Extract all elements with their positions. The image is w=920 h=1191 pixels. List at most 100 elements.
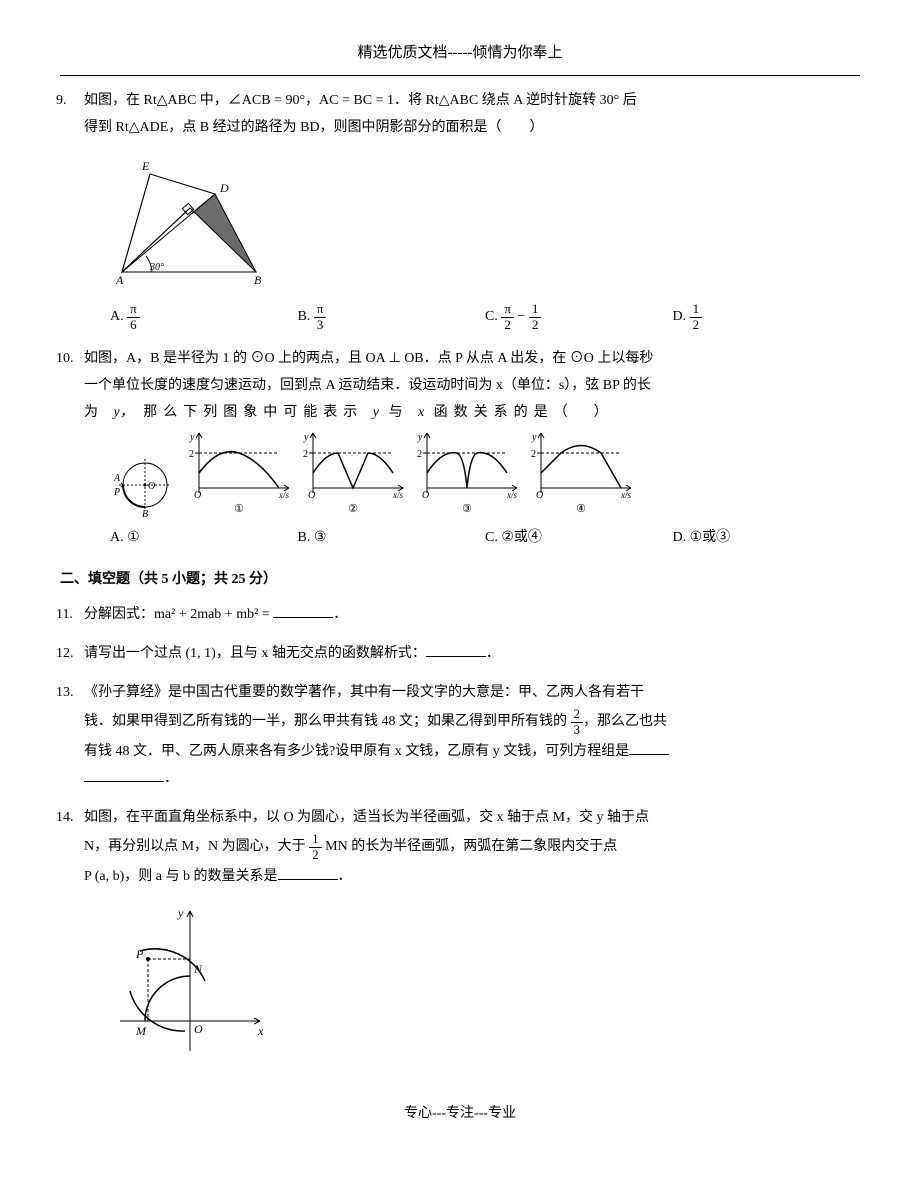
q13-l3a: 有钱 48 文．甲、乙两人原来各有多少钱?设甲原有 x 文钱，乙原有 y 文钱，… [84, 744, 629, 759]
q13-line3: 有钱 48 文．甲、乙两人原来各有多少钱?设甲原有 x 文钱，乙原有 y 文钱，… [84, 739, 860, 764]
q13-l4: ． [164, 771, 178, 786]
q14-l2b: MN 的长为半径画弧，两弧在第二象限内交于点 [322, 839, 618, 854]
svg-text:y: y [177, 906, 184, 920]
q9-line1: 如图，在 Rt△ABC 中，∠ACB = 90°，AC = BC = 1．将 R… [84, 88, 860, 113]
q10-circle-diagram: A P O B [110, 449, 180, 519]
q10-optB[interactable]: B. ③ [298, 525, 486, 550]
q10-optA[interactable]: A. ① [110, 525, 298, 550]
q11-text-b: ． [333, 607, 347, 622]
q14-figure: P N M O x y [110, 901, 860, 1061]
q12-text-b: ． [486, 646, 500, 661]
q9-line2: 得到 Rt△ADE，点 B 经过的路径为 BD，则图中阴影部分的面积是（ ） [84, 115, 860, 140]
q13-blank[interactable] [629, 740, 669, 755]
page-footer: 专心---专注---专业 [60, 1101, 860, 1126]
q14-l3a: P (a, b)，则 a 与 b 的数量关系是 [84, 869, 278, 884]
svg-text:O: O [536, 490, 543, 498]
section-2-heading: 二、填空题（共 5 小题；共 25 分） [60, 567, 860, 592]
q12-blank[interactable] [426, 642, 486, 657]
q10-l3f: x [418, 405, 424, 420]
q11-blank[interactable] [273, 603, 333, 618]
q9-angle-label: 30° [149, 262, 164, 273]
q9-number: 9. [56, 88, 67, 113]
q13-line2: 钱．如果甲得到乙所有钱的一半，那么甲共有钱 48 文；如果乙得到甲所有钱的 23… [84, 707, 860, 737]
q9-optC[interactable]: C. π2 − 12 [485, 302, 673, 332]
question-10: 10. 如图，A，B 是半径为 1 的 ⊙O 上的两点，且 OA ⊥ OB．点 … [84, 346, 860, 551]
header-rule [60, 75, 860, 76]
q10-l3a: 为 [84, 405, 104, 420]
q9-label-A: A [115, 273, 124, 287]
svg-text:x/s: x/s [620, 490, 631, 498]
q11-text-a: 分解因式：ma² + 2mab + mb² = [84, 607, 273, 622]
svg-text:2: 2 [531, 449, 536, 460]
svg-text:O: O [194, 490, 201, 498]
svg-text:y: y [303, 432, 309, 443]
q9-diagram: 30° A B D E [110, 152, 280, 292]
svg-text:M: M [135, 1024, 147, 1038]
svg-text:2: 2 [189, 449, 194, 460]
q13-number: 13. [56, 680, 74, 705]
svg-text:P: P [113, 487, 120, 498]
q10-l3b: y， [114, 405, 134, 420]
q9-optB-frac: π3 [314, 302, 327, 332]
q10-l3c: 那么下列图象中可能表示 [143, 405, 363, 420]
q10-graphs: A P O B 2 O x/s y ① [110, 428, 860, 520]
page-header: 精选优质文档-----倾情为你奉上 [60, 40, 860, 67]
svg-text:O: O [422, 490, 429, 498]
q13-line4: ． [84, 766, 860, 791]
q14-frac: 12 [309, 832, 322, 862]
q13-line1: 《孙子算经》是中国古代重要的数学著作，其中有一段文字的大意是：甲、乙两人各有若干 [84, 680, 860, 705]
q10-graph-1: 2 O x/s y ① [184, 428, 294, 520]
q10-l3d: y [373, 405, 379, 420]
q10-graph-4: 2 O x/s y ④ [526, 428, 636, 520]
svg-text:B: B [142, 509, 148, 519]
question-9: 9. 如图，在 Rt△ABC 中，∠ACB = 90°，AC = BC = 1．… [84, 88, 860, 332]
q14-number: 14. [56, 805, 74, 830]
q10-optD[interactable]: D. ①或③ [673, 525, 861, 550]
q9-label-E: E [141, 159, 150, 173]
q13-blank2[interactable] [84, 767, 164, 782]
svg-text:y: y [189, 432, 195, 443]
svg-text:O: O [308, 490, 315, 498]
q10-options: A. ① B. ③ C. ②或④ D. ①或③ [110, 525, 860, 550]
q10-number: 10. [56, 346, 74, 371]
q9-optA-frac: π6 [127, 302, 140, 332]
svg-text:A: A [113, 473, 121, 484]
q10-g2-num: ② [298, 500, 408, 520]
q9-optA[interactable]: A. π6 [110, 302, 298, 332]
q13-l2a: 钱．如果甲得到乙所有钱的一半，那么甲共有钱 48 文；如果乙得到甲所有钱的 [84, 714, 571, 729]
q10-graph-3: 2 O x/s y ③ [412, 428, 522, 520]
q9-options: A. π6 B. π3 C. π2 − 12 D. 12 [110, 302, 860, 332]
q9-line2-text: 得到 Rt△ADE，点 B 经过的路径为 BD，则图中阴影部分的面积是（ ） [84, 120, 544, 135]
q9-optC-label: C. [485, 309, 498, 324]
q9-optC-frac1: π2 [501, 302, 514, 332]
q9-label-B: B [254, 273, 262, 287]
q14-line3: P (a, b)，则 a 与 b 的数量关系是． [84, 864, 860, 889]
q9-optB-label: B. [298, 309, 311, 324]
q10-optC[interactable]: C. ②或④ [485, 525, 673, 550]
question-11: 11. 分解因式：ma² + 2mab + mb² = ． [84, 602, 860, 627]
svg-text:N: N [193, 962, 203, 976]
q9-label-D: D [219, 181, 229, 195]
svg-text:2: 2 [303, 449, 308, 460]
q11-text: 分解因式：ma² + 2mab + mb² = ． [84, 602, 860, 627]
svg-text:x/s: x/s [392, 490, 403, 498]
q10-line1: 如图，A，B 是半径为 1 的 ⊙O 上的两点，且 OA ⊥ OB．点 P 从点… [84, 346, 860, 371]
svg-text:y: y [417, 432, 423, 443]
q9-optB[interactable]: B. π3 [298, 302, 486, 332]
q9-optD[interactable]: D. 12 [673, 302, 861, 332]
q9-figure: 30° A B D E [110, 152, 860, 292]
q11-number: 11. [56, 602, 73, 627]
q12-text: 请写出一个过点 (1, 1)，且与 x 轴无交点的函数解析式：． [84, 641, 860, 666]
q10-l3e: 与 [388, 405, 408, 420]
q14-blank[interactable] [278, 865, 338, 880]
q14-line2: N，再分别以点 M，N 为圆心，大于 12 MN 的长为半径画弧，两弧在第二象限… [84, 832, 860, 862]
q9-optA-label: A. [110, 309, 124, 324]
q10-line2: 一个单位长度的速度匀速运动，回到点 A 运动结束．设运动时间为 x（单位：s），… [84, 373, 860, 398]
q10-g3-num: ③ [412, 500, 522, 520]
q12-number: 12. [56, 641, 74, 666]
q13-l2b: ，那么乙也共 [583, 714, 667, 729]
question-12: 12. 请写出一个过点 (1, 1)，且与 x 轴无交点的函数解析式：． [84, 641, 860, 666]
q14-l2a: N，再分别以点 M，N 为圆心，大于 [84, 839, 309, 854]
q10-graph-2: 2 O x/s y ② [298, 428, 408, 520]
q13-frac: 23 [571, 707, 584, 737]
